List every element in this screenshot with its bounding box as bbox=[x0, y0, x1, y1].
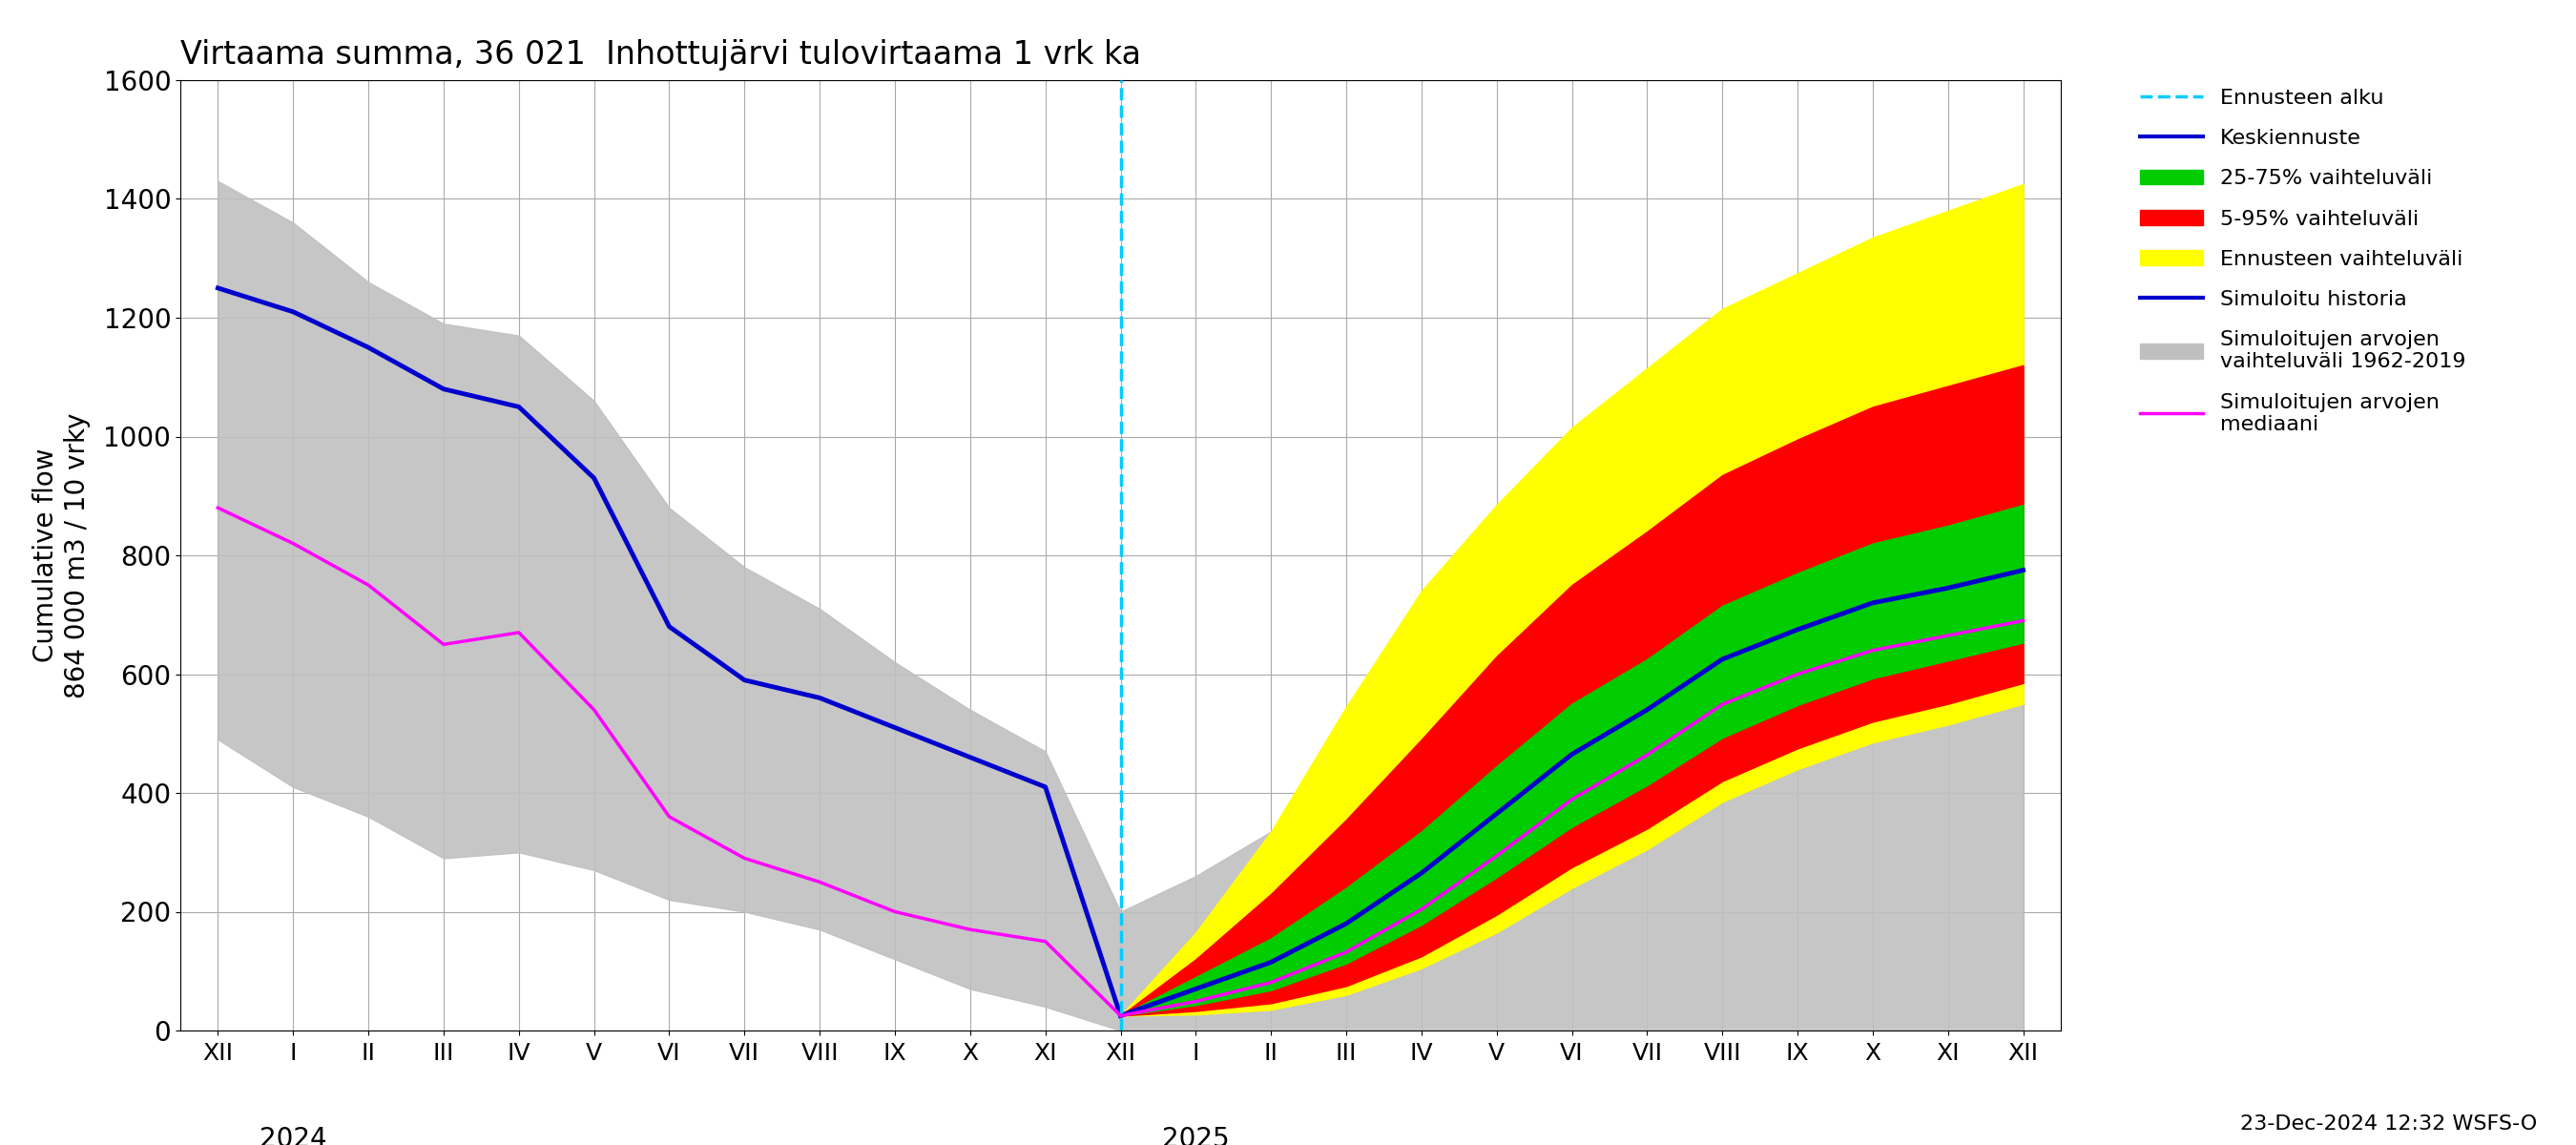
Text: 2024: 2024 bbox=[260, 1126, 327, 1145]
Text: 23-Dec-2024 12:32 WSFS-O: 23-Dec-2024 12:32 WSFS-O bbox=[2241, 1114, 2537, 1134]
Y-axis label: Cumulative flow
864 000 m3 / 10 vrky: Cumulative flow 864 000 m3 / 10 vrky bbox=[33, 412, 90, 698]
Legend: Ennusteen alku, Keskiennuste, 25-75% vaihteluväli, 5-95% vaihteluväli, Ennusteen: Ennusteen alku, Keskiennuste, 25-75% vai… bbox=[2130, 80, 2476, 442]
Text: 2025: 2025 bbox=[1162, 1126, 1229, 1145]
Text: Virtaama summa, 36 021  Inhottujärvi tulovirtaama 1 vrk ka: Virtaama summa, 36 021 Inhottujärvi tulo… bbox=[180, 39, 1141, 71]
